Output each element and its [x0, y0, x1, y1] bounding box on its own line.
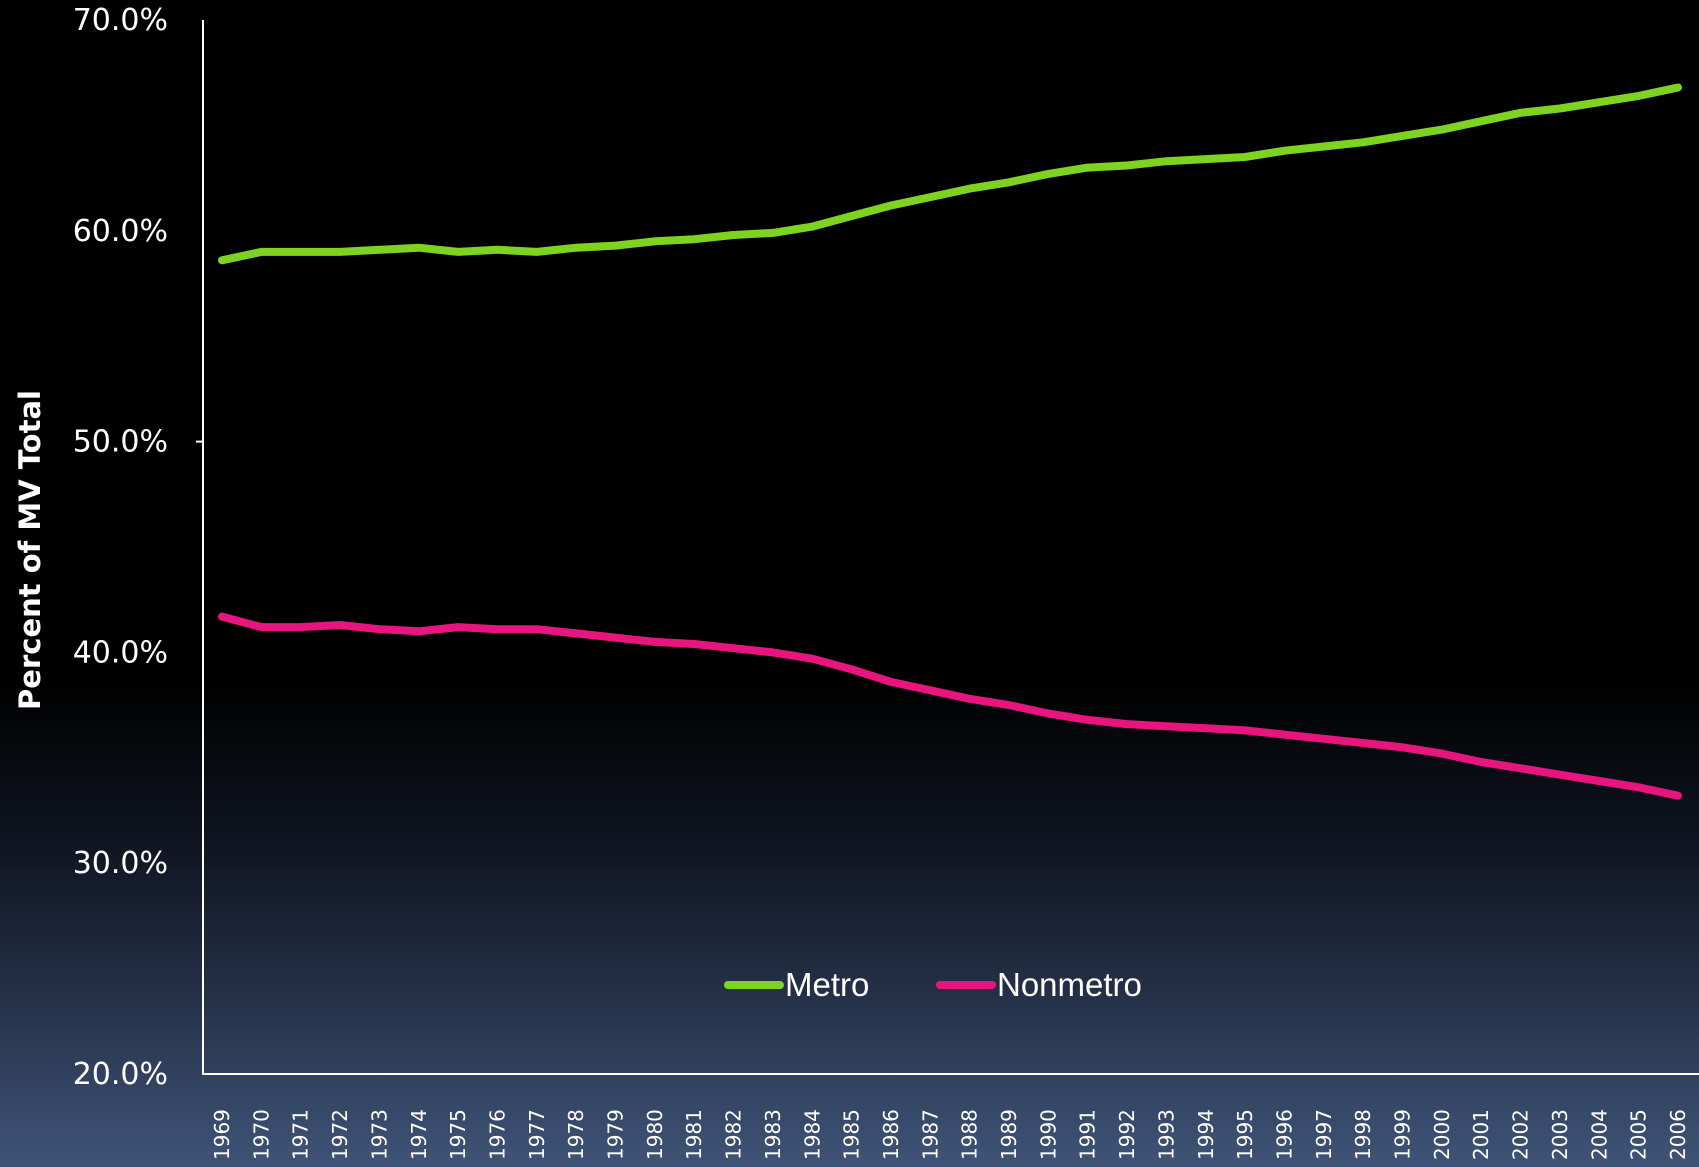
x-tick-label: 1994 — [1194, 1109, 1218, 1160]
x-tick-label: 1980 — [643, 1109, 667, 1160]
x-tick-label: 2002 — [1509, 1109, 1533, 1160]
x-tick-label: 1992 — [1115, 1109, 1139, 1160]
x-tick-label: 1993 — [1154, 1109, 1178, 1160]
x-tick-label: 1979 — [604, 1109, 628, 1160]
x-tick-label: 1995 — [1233, 1109, 1257, 1160]
series-line-nonmetro — [222, 617, 1678, 796]
y-tick-label: 60.0% — [73, 214, 168, 249]
x-tick-label: 1969 — [210, 1109, 234, 1160]
y-axis-ticks: 20.0% 30.0% 40.0% 50.0% 60.0% 70.0% — [73, 3, 203, 1092]
x-tick-label: 2003 — [1548, 1109, 1572, 1160]
x-tick-label: 2001 — [1469, 1109, 1493, 1160]
axes — [203, 20, 1699, 1075]
series-lines — [222, 88, 1678, 796]
x-tick-label: 1996 — [1272, 1109, 1296, 1160]
x-tick-label: 1988 — [958, 1109, 982, 1160]
x-tick-label: 1998 — [1351, 1109, 1375, 1160]
x-tick-label: 1978 — [564, 1109, 588, 1160]
y-tick-label: 50.0% — [73, 425, 168, 460]
x-tick-label: 1977 — [525, 1109, 549, 1160]
x-tick-label: 2004 — [1587, 1109, 1611, 1160]
x-axis-ticks: 1969 1970 1971 1972 1973 1974 1975 1976 1977 1978… — [210, 1109, 1690, 1160]
x-tick-label: 1997 — [1312, 1109, 1336, 1160]
y-axis-label: Percent of MV Total — [13, 390, 47, 710]
y-tick-label: 40.0% — [73, 635, 168, 670]
x-tick-label: 1990 — [1036, 1109, 1060, 1160]
x-tick-label: 1985 — [840, 1109, 864, 1160]
x-tick-label: 2005 — [1627, 1109, 1651, 1160]
x-tick-label: 1983 — [761, 1109, 785, 1160]
x-tick-label: 1984 — [800, 1109, 824, 1160]
x-tick-label: 1982 — [722, 1109, 746, 1160]
x-tick-label: 1999 — [1391, 1109, 1415, 1160]
x-tick-label: 1975 — [446, 1109, 470, 1160]
y-tick-label: 20.0% — [73, 1057, 168, 1092]
x-tick-label: 1981 — [682, 1109, 706, 1160]
x-tick-label: 1987 — [918, 1109, 942, 1160]
y-tick-label: 30.0% — [73, 846, 168, 881]
legend-label-metro: Metro — [785, 966, 869, 1003]
x-tick-label: 1971 — [289, 1109, 313, 1160]
x-tick-label: 1974 — [407, 1109, 431, 1160]
x-tick-label: 1989 — [997, 1109, 1021, 1160]
x-tick-label: 2006 — [1666, 1109, 1690, 1160]
legend: Metro Nonmetro — [728, 966, 1142, 1003]
legend-label-nonmetro: Nonmetro — [997, 966, 1142, 1003]
y-tick-label: 70.0% — [73, 3, 168, 38]
x-tick-label: 1973 — [367, 1109, 391, 1160]
x-tick-label: 1986 — [879, 1109, 903, 1160]
x-tick-label: 1976 — [485, 1109, 509, 1160]
x-tick-label: 1970 — [249, 1109, 273, 1160]
x-tick-label: 1972 — [328, 1109, 352, 1160]
series-line-metro — [222, 88, 1678, 261]
x-tick-label: 1991 — [1076, 1109, 1100, 1160]
x-tick-label: 2000 — [1430, 1109, 1454, 1160]
